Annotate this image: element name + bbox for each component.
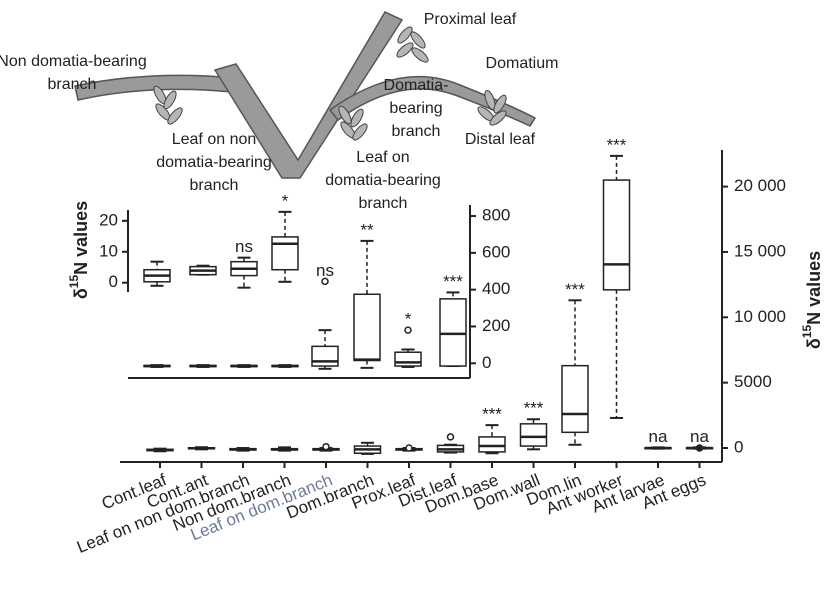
significance: *** bbox=[443, 272, 463, 291]
box bbox=[479, 437, 505, 452]
box bbox=[312, 346, 338, 366]
axis-label-part: N values bbox=[71, 201, 91, 275]
y-tick-label: 15 000 bbox=[734, 241, 786, 260]
diagram-label: branch bbox=[48, 76, 97, 93]
outlier bbox=[448, 434, 454, 440]
box bbox=[395, 352, 421, 366]
figure: Non domatia-bearing branch Proximal leaf Do… bbox=[0, 0, 837, 614]
diagram-label: domatia-bearing bbox=[156, 154, 272, 171]
y-tick-label: 10 000 bbox=[734, 307, 786, 326]
plant-diagram bbox=[75, 12, 535, 178]
diagram-label: Domatia- bbox=[384, 77, 449, 94]
diagram-label: branch bbox=[190, 177, 239, 194]
axis-label-part: 15 bbox=[67, 275, 81, 289]
diagram-label: Proximal leaf bbox=[424, 11, 517, 28]
axis-label-part: N values bbox=[804, 251, 824, 325]
box bbox=[440, 299, 466, 366]
significance: * bbox=[282, 191, 289, 210]
diagram-label: branch bbox=[359, 195, 408, 212]
significance: *** bbox=[482, 405, 502, 424]
diagram-label: Domatium bbox=[486, 55, 559, 72]
axis-label-part: 15 bbox=[800, 325, 814, 339]
y-tick-label: 20 bbox=[99, 210, 118, 229]
significance: *** bbox=[524, 399, 544, 418]
significance: ** bbox=[360, 220, 374, 239]
significance: *** bbox=[607, 135, 627, 154]
diagram-label: Leaf on bbox=[356, 149, 409, 166]
significance: ns bbox=[316, 261, 334, 280]
y-tick-label: 5000 bbox=[734, 372, 772, 391]
y-tick-label: 0 bbox=[734, 437, 743, 456]
y2-tick-label: 800 bbox=[482, 206, 510, 225]
diagram-label: Distal leaf bbox=[465, 131, 536, 148]
diagram-label: bearing bbox=[389, 100, 442, 117]
axis-label-part: δ bbox=[71, 288, 91, 299]
y-tick-label: 10 bbox=[99, 241, 118, 260]
outlier bbox=[406, 445, 412, 451]
y2-tick-label: 200 bbox=[482, 316, 510, 335]
significance: *** bbox=[565, 280, 585, 299]
diagram-label: branch bbox=[392, 123, 441, 140]
axis-label: δ15N values bbox=[67, 201, 91, 299]
outlier bbox=[323, 444, 329, 450]
axis-label: δ15N values bbox=[800, 251, 824, 349]
axis-label-part: δ bbox=[804, 338, 824, 349]
diagram-label: domatia-bearing bbox=[325, 172, 441, 189]
outlier bbox=[697, 445, 703, 451]
significance: * bbox=[405, 310, 412, 329]
y2-tick-label: 0 bbox=[482, 353, 491, 372]
diagram-label: Non domatia-bearing bbox=[0, 53, 147, 70]
diagram-label: Leaf on non bbox=[172, 131, 257, 148]
significance: na bbox=[649, 427, 668, 446]
significance: na bbox=[690, 427, 709, 446]
box bbox=[354, 294, 380, 360]
significance: ns bbox=[235, 237, 253, 256]
y2-tick-label: 600 bbox=[482, 242, 510, 261]
y2-tick-label: 400 bbox=[482, 279, 510, 298]
y-tick-label: 0 bbox=[109, 272, 118, 291]
y-tick-label: 20 000 bbox=[734, 176, 786, 195]
page: Non domatia-bearing branch Proximal leaf Do… bbox=[0, 0, 837, 614]
box bbox=[272, 237, 298, 270]
box bbox=[562, 366, 588, 433]
box bbox=[521, 424, 547, 446]
box bbox=[604, 180, 630, 290]
